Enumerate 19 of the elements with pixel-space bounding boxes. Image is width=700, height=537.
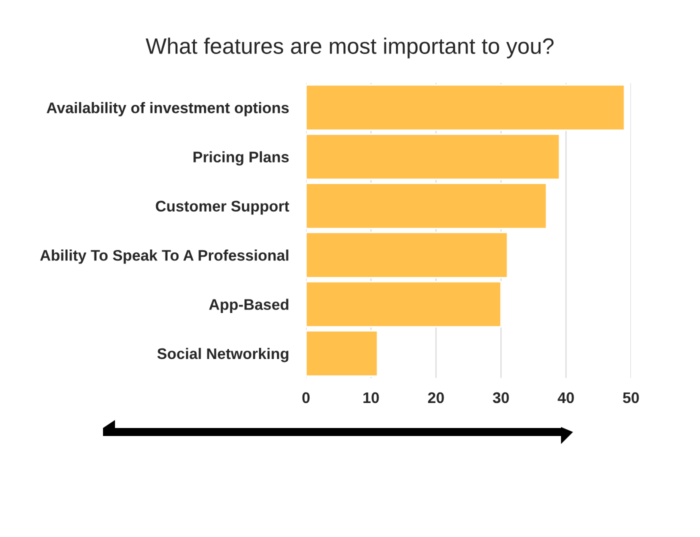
x-tick-label: 20 xyxy=(428,392,444,404)
bar xyxy=(306,280,502,328)
y-tick-label: Pricing Plans xyxy=(194,151,289,166)
chart-title: What features are most important to you? xyxy=(146,38,554,58)
x-tick-label: 30 xyxy=(492,392,509,404)
bar xyxy=(306,84,626,131)
y-tick-label: Customer Support xyxy=(156,200,290,215)
x-tick-label: 40 xyxy=(558,392,574,404)
y-tick-label: Availability of investment options xyxy=(46,102,289,116)
y-tick-label: Ability To Speak To A Professional xyxy=(40,250,288,264)
bar xyxy=(306,182,548,230)
x-tick-label: 10 xyxy=(363,392,379,404)
bar xyxy=(306,330,378,377)
bar xyxy=(306,133,560,180)
x-tick-label: 50 xyxy=(622,392,639,404)
y-tick-label: App-Based xyxy=(209,298,288,313)
bar xyxy=(306,232,508,278)
x-tick-label: 0 xyxy=(302,392,310,404)
y-tick-label: Social Networking xyxy=(157,348,288,362)
